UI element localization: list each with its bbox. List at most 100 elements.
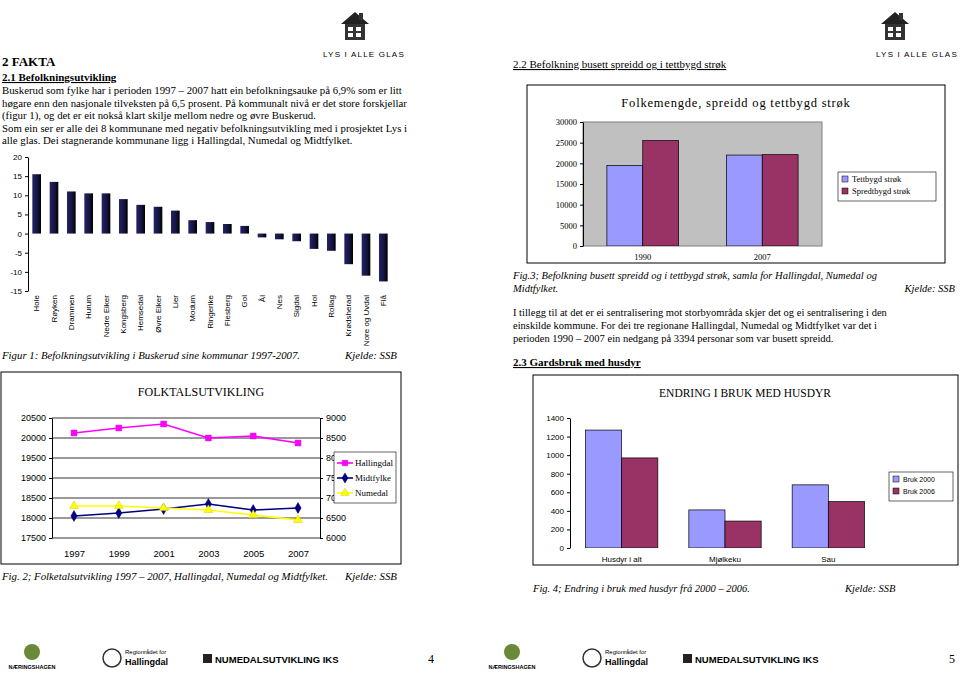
tick: Hol bbox=[310, 295, 319, 307]
tick-mark bbox=[580, 122, 583, 123]
logo-icon-part bbox=[345, 24, 365, 40]
tick: Kongsberg bbox=[119, 295, 128, 334]
tick-mark bbox=[580, 205, 583, 206]
marker bbox=[295, 503, 301, 514]
tick: 15 bbox=[13, 172, 28, 181]
chart-title: ENDRING I BRUK MED HUSDYR bbox=[659, 387, 831, 399]
tick-label: 2007 bbox=[288, 548, 309, 559]
tick: Nore og Uvdal bbox=[362, 295, 371, 346]
tick: Hurum bbox=[84, 295, 93, 319]
footer-logo: NÆRINGSHAGEN bbox=[489, 664, 536, 670]
tick-label: -10 bbox=[10, 268, 22, 277]
line bbox=[74, 424, 298, 443]
tick: -15 bbox=[10, 287, 28, 296]
legend-swatch bbox=[342, 473, 348, 483]
tick: 6500 bbox=[320, 513, 346, 523]
tick-label: 17500 bbox=[21, 533, 46, 543]
tick: 1200 bbox=[546, 433, 570, 442]
tick: 0 bbox=[18, 230, 28, 239]
marker bbox=[70, 501, 79, 509]
page: LYS I ALLE GLAS2 FAKTA2.1 Befolkningsutv… bbox=[0, 0, 960, 684]
tick-label: Husdyr i alt bbox=[602, 555, 643, 564]
y-axis: 17500180001850019000195002000020500 bbox=[21, 413, 53, 543]
tick: Sigdal bbox=[292, 295, 301, 317]
tick-mark bbox=[320, 498, 323, 499]
tick-label: 0 bbox=[18, 230, 23, 239]
footer-logo: NÆRINGSHAGEN bbox=[9, 664, 56, 670]
tick: 9000 bbox=[320, 413, 346, 423]
bar bbox=[622, 458, 658, 548]
tick-label: 10 bbox=[13, 191, 22, 200]
tick: 19000 bbox=[21, 473, 52, 483]
footer: NÆRINGSHAGENRegionrådet forHallingdalNUM… bbox=[9, 644, 434, 670]
footer-emblem bbox=[24, 644, 40, 660]
tick: 25000 bbox=[556, 138, 583, 148]
bar bbox=[223, 224, 232, 234]
tick-mark bbox=[25, 234, 28, 235]
tick-label: 15000 bbox=[556, 179, 577, 189]
caption: Midtfylket. bbox=[512, 283, 558, 294]
tick: 6000 bbox=[320, 533, 346, 543]
tick-label: 20500 bbox=[21, 413, 46, 423]
bar bbox=[362, 234, 371, 276]
logo-icon-part bbox=[888, 27, 893, 31]
tick: Krødsherad bbox=[344, 295, 353, 337]
legend-label: Tettbygd strøk bbox=[852, 174, 902, 184]
tick-label: Nedre Eiker bbox=[102, 295, 111, 338]
y-axis: 0200400600800100012001400 bbox=[546, 414, 570, 553]
caption: Fig. 2; Folketalsutvikling 1997 – 2007, … bbox=[1, 570, 328, 582]
plot-marks bbox=[586, 430, 865, 548]
paragraph-line: Buskerud som fylke har i perioden 1997 –… bbox=[2, 84, 402, 96]
tick-label: Modum bbox=[188, 295, 197, 322]
tick-label: Hemsedal bbox=[136, 295, 145, 331]
plot-marks bbox=[70, 421, 303, 522]
chart: ENDRING I BRUK MED HUSDYR020040060080010… bbox=[533, 375, 958, 565]
tick-label: 2005 bbox=[243, 548, 264, 559]
tick-label: Rollag bbox=[327, 295, 336, 318]
tick-label: Krødsherad bbox=[344, 295, 353, 337]
tick-mark bbox=[49, 538, 52, 539]
tick-label: Hurum bbox=[84, 295, 93, 319]
tick-label: Hole bbox=[32, 294, 41, 311]
footer-emblem bbox=[504, 644, 520, 660]
tick-label: Flå bbox=[379, 294, 388, 306]
bar bbox=[689, 510, 725, 548]
x-axis: HoleRøykenDrammenHurumNedre EikerKongsbe… bbox=[32, 294, 388, 346]
marker bbox=[161, 421, 167, 427]
legend-swatch bbox=[341, 488, 349, 495]
tick-label: Nes bbox=[275, 295, 284, 309]
tick: Mjølkeku bbox=[709, 555, 741, 564]
grid-line bbox=[52, 498, 320, 499]
tick-label: Lier bbox=[171, 295, 180, 309]
bar bbox=[344, 234, 353, 265]
tick-label: 6500 bbox=[326, 513, 346, 523]
x-axis: Husdyr i altMjølkekuSau bbox=[602, 555, 836, 564]
tick-mark bbox=[567, 548, 570, 549]
tick-label: Røyken bbox=[50, 295, 59, 323]
tick-label: Ål bbox=[258, 295, 267, 302]
plot-background bbox=[583, 122, 822, 246]
paragraph-line: høgare enn den nasjonale tilveksten på 6… bbox=[2, 97, 407, 109]
tick-mark bbox=[25, 176, 28, 177]
tick: Husdyr i alt bbox=[602, 555, 643, 564]
legend-frame bbox=[889, 472, 953, 501]
tick-label: Øvre Eiker bbox=[154, 295, 163, 333]
tick: 10000 bbox=[556, 200, 583, 210]
line bbox=[74, 506, 298, 520]
bar bbox=[119, 199, 128, 233]
tick-mark bbox=[567, 418, 570, 419]
tick: 19500 bbox=[21, 453, 52, 463]
tick: 1400 bbox=[546, 414, 570, 423]
tick-mark bbox=[25, 253, 28, 254]
tick-label: Mjølkeku bbox=[709, 555, 741, 564]
tick: 5 bbox=[18, 210, 28, 219]
tick-label: Hol bbox=[310, 295, 319, 307]
tick-mark bbox=[580, 246, 583, 247]
tick: Hemsedal bbox=[136, 295, 145, 331]
chart-frame bbox=[1, 372, 401, 564]
marker bbox=[294, 515, 303, 523]
logo-icon-part bbox=[348, 33, 353, 37]
tick-mark bbox=[25, 214, 28, 215]
tick: 17500 bbox=[21, 533, 52, 543]
source: Kjelde: SSB bbox=[844, 583, 896, 594]
